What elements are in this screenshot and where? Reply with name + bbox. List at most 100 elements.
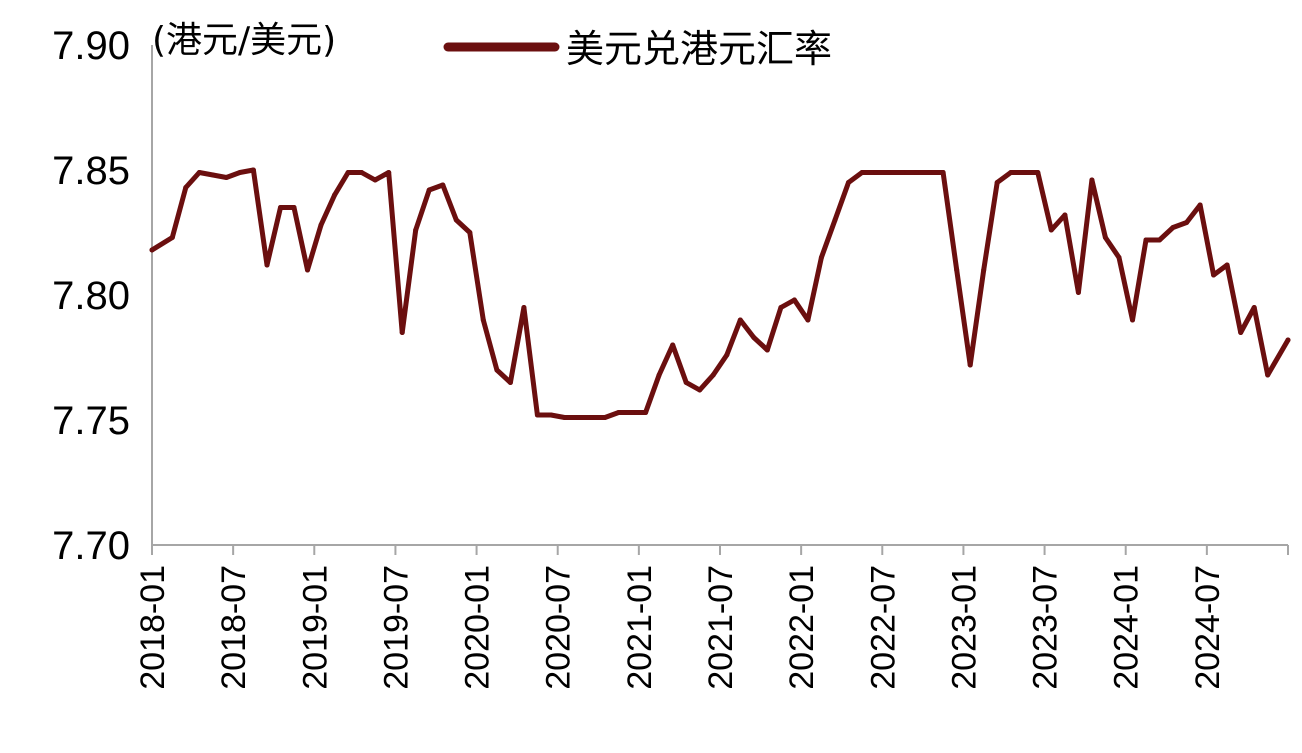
- y-axis: 7.90 7.85 7.80 7.75 7.70: [52, 24, 153, 568]
- data-point: [643, 410, 649, 415]
- legend: 美元兑港元汇率: [443, 27, 832, 71]
- x-tick-label: 2020-01: [459, 565, 497, 690]
- data-point: [1062, 212, 1068, 218]
- data-point: [507, 380, 513, 385]
- data-point: [656, 372, 662, 378]
- x-tick-label: 2023-01: [945, 565, 983, 690]
- data-point: [372, 177, 378, 183]
- y-tick-label: 7.90: [52, 24, 130, 68]
- data-point: [440, 182, 446, 188]
- data-point: [1075, 290, 1081, 295]
- x-tick-label: 2023-07: [1027, 565, 1065, 690]
- data-point: [264, 262, 270, 268]
- data-point: [548, 412, 554, 418]
- data-point: [764, 347, 770, 353]
- data-point: [629, 410, 635, 415]
- data-point: [453, 217, 459, 223]
- y-tick-label: 7.70: [52, 524, 130, 568]
- data-point: [1197, 202, 1203, 208]
- data-point: [981, 267, 987, 273]
- data-point: [305, 267, 310, 273]
- data-point: [345, 170, 351, 175]
- data-point: [1170, 225, 1176, 230]
- data-point: [1130, 317, 1135, 323]
- x-tick-label: 2021-01: [621, 565, 659, 690]
- data-point: [994, 180, 1000, 185]
- data-point: [1008, 170, 1014, 175]
- data-point: [278, 205, 283, 210]
- x-tick-label: 2022-01: [783, 565, 821, 690]
- data-point: [900, 170, 906, 175]
- legend-label: 美元兑港元汇率: [566, 27, 832, 71]
- data-point: [196, 170, 202, 175]
- data-point: [1211, 272, 1217, 278]
- data-point: [913, 170, 919, 175]
- data-point: [318, 222, 324, 228]
- data-point: [859, 170, 865, 175]
- data-point: [467, 230, 473, 235]
- data-point: [413, 227, 419, 233]
- data-point: [149, 247, 155, 253]
- data-point: [575, 415, 581, 420]
- data-point: [1102, 235, 1108, 240]
- data-point: [1116, 255, 1122, 260]
- data-point: [291, 205, 297, 210]
- data-point: [967, 362, 973, 368]
- data-point: [737, 317, 743, 323]
- data-point: [616, 410, 622, 415]
- data-point: [534, 412, 540, 418]
- data-point: [521, 305, 527, 310]
- x-tick-label: 2020-07: [540, 565, 578, 690]
- data-point: [237, 170, 243, 175]
- data-point: [1251, 305, 1257, 310]
- x-tick-label: 2021-07: [702, 565, 740, 690]
- data-point: [1035, 170, 1041, 175]
- data-point: [1048, 227, 1054, 233]
- data-point: [332, 192, 338, 198]
- data-point: [589, 415, 594, 420]
- data-point: [562, 415, 567, 420]
- data-point: [1157, 237, 1162, 243]
- data-point: [1021, 170, 1027, 175]
- data-point: [724, 352, 730, 358]
- x-tick-label: 2024-07: [1189, 565, 1227, 690]
- data-point: [399, 330, 405, 335]
- data-point: [210, 172, 216, 178]
- x-tick-label: 2018-01: [134, 565, 172, 690]
- data-point: [751, 335, 757, 340]
- data-point: [1089, 177, 1095, 183]
- y-tick-label: 7.75: [52, 399, 130, 443]
- data-point: [1285, 337, 1291, 343]
- plot-area: [149, 167, 1291, 420]
- data-point: [805, 317, 811, 323]
- data-point: [873, 170, 878, 175]
- data-point: [223, 175, 229, 180]
- data-point: [791, 297, 797, 303]
- series-line: [149, 167, 1291, 420]
- data-point: [386, 170, 392, 175]
- data-point: [927, 170, 933, 175]
- x-tick-label: 2018-07: [215, 565, 253, 690]
- data-point: [778, 305, 784, 310]
- data-point: [846, 180, 851, 185]
- x-tick-label: 2019-01: [296, 565, 334, 690]
- data-point: [183, 185, 189, 190]
- data-point: [832, 217, 838, 223]
- data-point: [940, 170, 946, 175]
- data-point: [670, 342, 676, 348]
- data-point: [683, 380, 689, 385]
- x-tick-label: 2022-07: [864, 565, 902, 690]
- x-axis: 2018-01 2018-07 2019-01 2019-07 2020-01 2020-…: [134, 544, 1289, 690]
- data-point: [954, 267, 960, 273]
- y-tick-label: 7.85: [52, 149, 130, 193]
- data-point: [886, 170, 892, 175]
- y-tick-label: 7.80: [52, 274, 130, 318]
- data-point: [250, 167, 256, 173]
- data-point: [1224, 262, 1230, 268]
- data-point: [710, 372, 716, 378]
- data-point: [169, 235, 175, 240]
- data-point: [426, 187, 432, 193]
- x-tick-label: 2024-01: [1108, 565, 1146, 690]
- data-point: [1143, 237, 1149, 243]
